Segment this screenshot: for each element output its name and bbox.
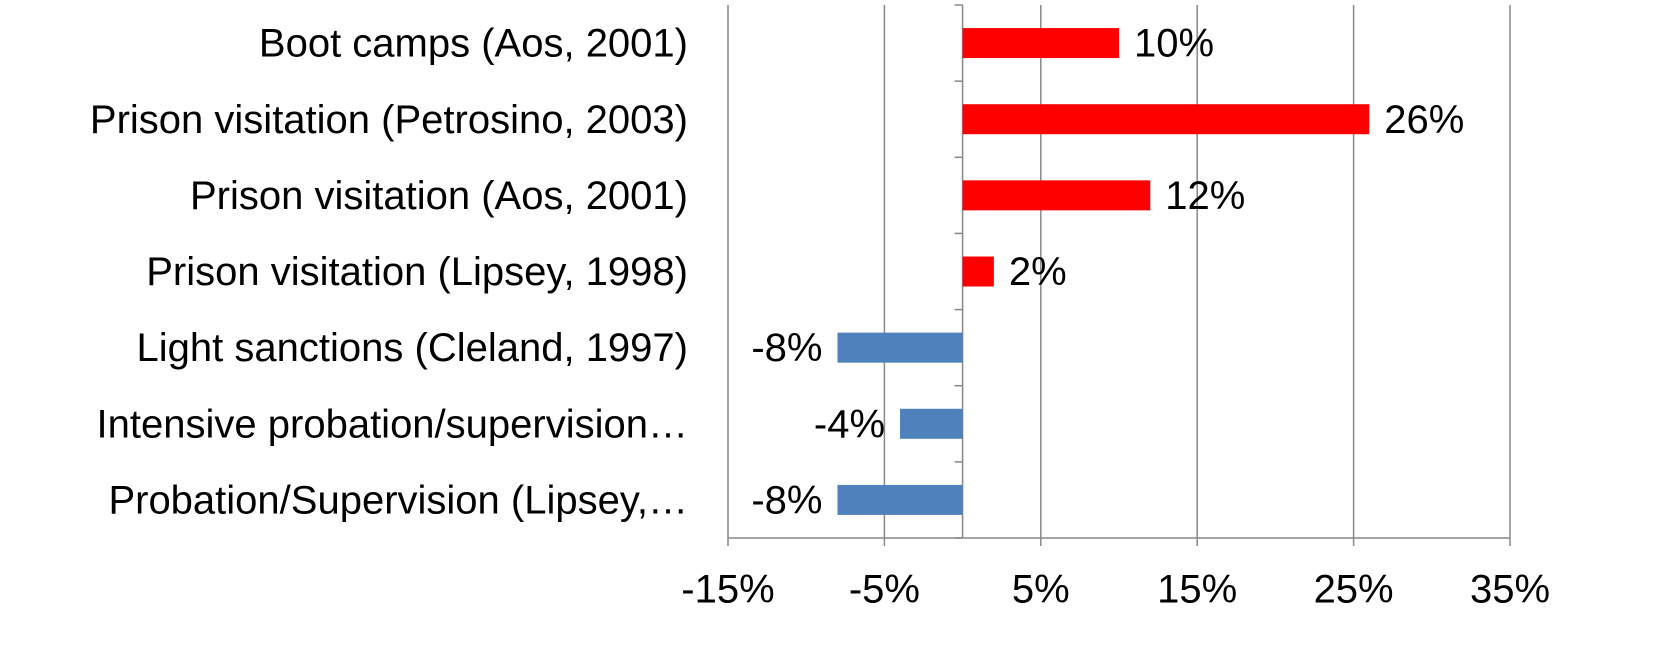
x-tick-label: 15% <box>1157 568 1237 612</box>
data-label: -8% <box>751 326 822 370</box>
x-tick-label: -15% <box>681 568 774 612</box>
data-label: 12% <box>1165 174 1245 218</box>
data-label: -8% <box>751 478 822 522</box>
data-label: 10% <box>1134 22 1214 66</box>
bar <box>962 256 994 287</box>
data-label: -4% <box>814 402 885 446</box>
bar <box>837 484 963 515</box>
bar <box>837 332 963 363</box>
y-tick-label: Prison visitation (Petrosino, 2003) <box>90 98 688 142</box>
bar <box>962 104 1370 135</box>
x-tick-label: 5% <box>1012 568 1070 612</box>
y-tick-label: Boot camps (Aos, 2001) <box>259 22 688 66</box>
bar <box>962 28 1119 59</box>
bar <box>900 408 963 439</box>
y-tick-label: Prison visitation (Lipsey, 1998) <box>146 250 688 294</box>
data-label: 26% <box>1384 98 1464 142</box>
x-tick-label: 35% <box>1470 568 1550 612</box>
y-tick-label: Prison visitation (Aos, 2001) <box>190 174 688 218</box>
y-tick-label: Light sanctions (Cleland, 1997) <box>137 326 688 370</box>
bar <box>962 180 1151 211</box>
x-tick-label: -5% <box>849 568 920 612</box>
y-tick-label: Intensive probation/supervision… <box>97 402 688 446</box>
y-tick-label: Probation/Supervision (Lipsey,… <box>108 478 688 522</box>
data-label: 2% <box>1009 250 1067 294</box>
x-tick-label: 25% <box>1314 568 1394 612</box>
